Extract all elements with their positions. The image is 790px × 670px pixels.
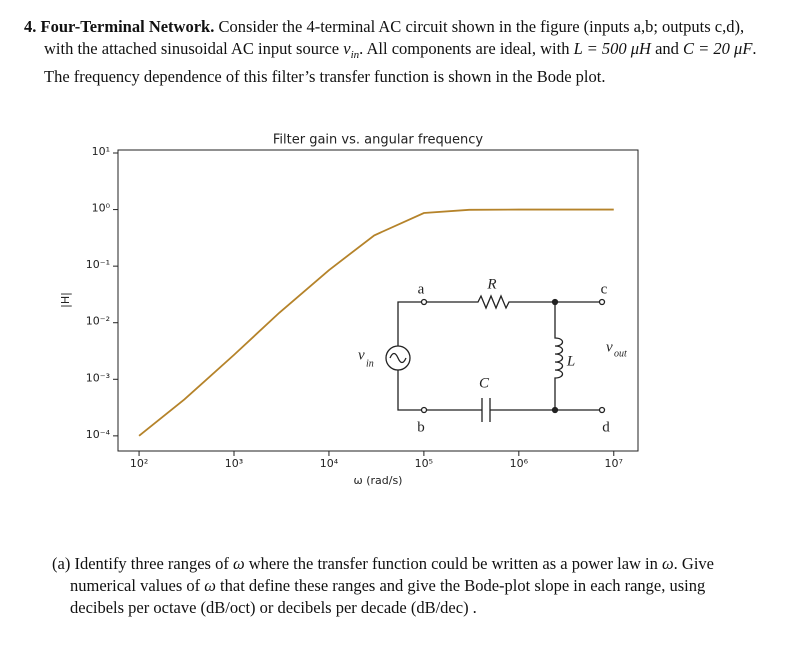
math: C = 20 μF	[683, 39, 753, 58]
source-label: v	[358, 347, 365, 363]
component-label: L	[566, 353, 575, 369]
inductor	[554, 302, 564, 410]
output-label: v	[606, 339, 613, 355]
node	[551, 298, 559, 306]
terminal	[598, 298, 606, 306]
math: L = 500 μH	[573, 39, 651, 58]
text: . Give numerical values of	[70, 554, 714, 595]
capacitor	[427, 398, 599, 422]
y-tick-label: 10⁻¹	[86, 258, 110, 271]
text: Identify three ranges of	[74, 554, 229, 573]
y-tick-label: 10⁻²	[86, 315, 110, 328]
ac-symbol	[389, 352, 407, 364]
figure: Filter gain vs. angular frequency ω (rad…	[59, 133, 639, 487]
question-a: (a) Identify three ranges of ω where the…	[52, 553, 750, 619]
terminal	[420, 298, 428, 306]
output-label-sub: out	[614, 348, 627, 359]
text: where the transfer function could be wri…	[248, 554, 658, 573]
problem-number: 4.	[24, 17, 37, 36]
ac-source	[385, 345, 411, 371]
x-tick-label: 10⁶	[510, 457, 529, 470]
component-label: R	[486, 276, 496, 292]
math: ω	[204, 576, 216, 595]
math: ω	[662, 554, 674, 573]
y-tick-label: 10⁻⁴	[86, 428, 111, 441]
text: . All components are ideal, with	[359, 39, 570, 58]
plot-frame	[117, 149, 639, 452]
circuit	[385, 294, 606, 422]
terminal	[420, 406, 428, 414]
x-axis-label: ω (rad/s)	[354, 474, 403, 487]
y-tick-label: 10¹	[92, 145, 110, 158]
text: that define these ranges and give the Bo…	[70, 576, 706, 617]
y-tick-label: 10⁻³	[86, 371, 110, 384]
terminal-label: d	[602, 419, 610, 435]
component-label: C	[479, 375, 490, 391]
gain-curve	[138, 208, 614, 437]
math: ω	[232, 554, 245, 573]
y-tick-label: 10⁰	[92, 202, 111, 215]
x-tick-label: 10³	[225, 457, 243, 470]
terminal-label: c	[601, 281, 608, 297]
text: and	[655, 39, 679, 58]
source-label-sub: in	[366, 358, 374, 369]
part-label: (a)	[52, 554, 71, 573]
x-tick-label: 10⁵	[415, 457, 433, 470]
terminal	[598, 406, 606, 414]
x-tick-label: 10⁴	[320, 457, 339, 470]
terminal-label: a	[418, 281, 425, 297]
wire	[397, 301, 421, 411]
x-tick-label: 10²	[130, 457, 148, 470]
text: Consider the 4-terminal AC circuit shown…	[44, 17, 745, 58]
math: v	[343, 39, 351, 58]
text: . The frequency dependence of this filte…	[44, 39, 757, 87]
terminal-label: b	[417, 419, 425, 435]
resistor	[427, 294, 599, 310]
math: in	[350, 49, 360, 62]
y-axis-label: |H|	[59, 292, 72, 308]
problem-heading: Four-Terminal Network.	[40, 17, 215, 36]
node	[551, 406, 559, 414]
x-tick-label: 10⁷	[605, 457, 623, 470]
problem-statement: 4. Four-Terminal Network. Consider the 4…	[24, 16, 764, 88]
chart-title: Filter gain vs. angular frequency	[273, 133, 484, 148]
